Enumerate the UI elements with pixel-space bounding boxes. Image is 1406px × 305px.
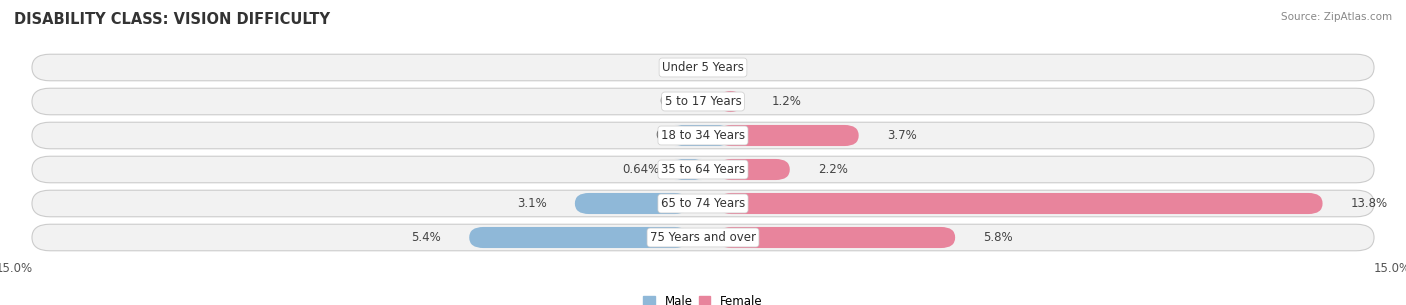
Text: 5.4%: 5.4% [412, 231, 441, 244]
FancyBboxPatch shape [32, 224, 1374, 251]
Text: 35 to 64 Years: 35 to 64 Years [661, 163, 745, 176]
Text: 0.1%: 0.1% [655, 129, 685, 142]
Text: 3.1%: 3.1% [517, 197, 547, 210]
FancyBboxPatch shape [717, 159, 790, 180]
Text: 0.0%: 0.0% [717, 61, 747, 74]
Text: 75 Years and over: 75 Years and over [650, 231, 756, 244]
Text: 1.2%: 1.2% [772, 95, 801, 108]
FancyBboxPatch shape [470, 227, 689, 248]
FancyBboxPatch shape [32, 190, 1374, 217]
FancyBboxPatch shape [575, 193, 689, 214]
FancyBboxPatch shape [32, 122, 1374, 149]
Text: 5.8%: 5.8% [983, 231, 1012, 244]
Legend: Male, Female: Male, Female [638, 290, 768, 305]
FancyBboxPatch shape [717, 227, 955, 248]
Text: DISABILITY CLASS: VISION DIFFICULTY: DISABILITY CLASS: VISION DIFFICULTY [14, 12, 330, 27]
Text: Source: ZipAtlas.com: Source: ZipAtlas.com [1281, 12, 1392, 22]
Text: 5 to 17 Years: 5 to 17 Years [665, 95, 741, 108]
FancyBboxPatch shape [32, 156, 1374, 183]
Text: Under 5 Years: Under 5 Years [662, 61, 744, 74]
Text: 3.7%: 3.7% [887, 129, 917, 142]
FancyBboxPatch shape [717, 125, 859, 146]
Text: 13.8%: 13.8% [1351, 197, 1388, 210]
FancyBboxPatch shape [717, 91, 744, 112]
FancyBboxPatch shape [32, 54, 1374, 81]
FancyBboxPatch shape [675, 125, 727, 146]
Text: 0.64%: 0.64% [623, 163, 659, 176]
FancyBboxPatch shape [32, 88, 1374, 115]
Text: 65 to 74 Years: 65 to 74 Years [661, 197, 745, 210]
FancyBboxPatch shape [675, 159, 702, 180]
Text: 0.0%: 0.0% [659, 95, 689, 108]
Text: 18 to 34 Years: 18 to 34 Years [661, 129, 745, 142]
Text: 2.2%: 2.2% [818, 163, 848, 176]
Text: 0.0%: 0.0% [659, 61, 689, 74]
FancyBboxPatch shape [717, 193, 1323, 214]
